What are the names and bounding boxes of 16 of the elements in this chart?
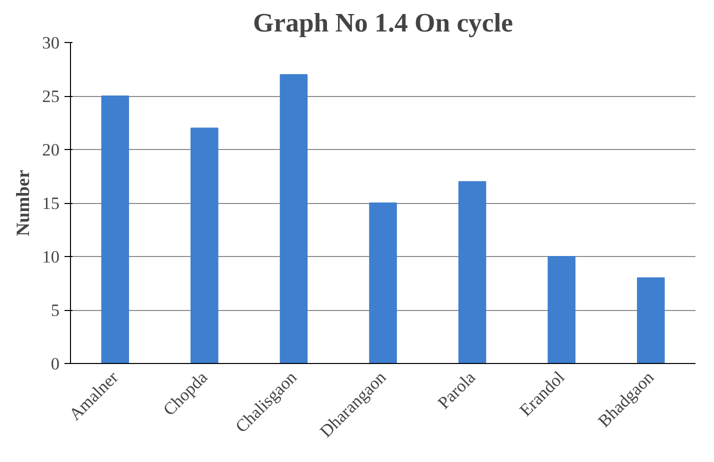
y-tick-label: 10 xyxy=(42,248,60,266)
bar xyxy=(369,202,397,364)
bar xyxy=(190,128,218,364)
y-tick-label: 25 xyxy=(42,87,60,106)
y-tick-label: 15 xyxy=(42,194,60,213)
bar xyxy=(101,96,130,364)
bar xyxy=(636,277,665,364)
y-axis-title: Number xyxy=(13,170,34,236)
y-tick-label: 0 xyxy=(50,354,60,374)
bar xyxy=(458,181,486,364)
bar xyxy=(280,74,308,364)
bar xyxy=(548,256,576,364)
chart-title: Graph No 1.4 On cycle xyxy=(253,8,514,38)
y-tick-label: 20 xyxy=(42,140,60,160)
y-tick-label: 30 xyxy=(42,34,60,52)
y-tick-label: 5 xyxy=(50,301,60,320)
